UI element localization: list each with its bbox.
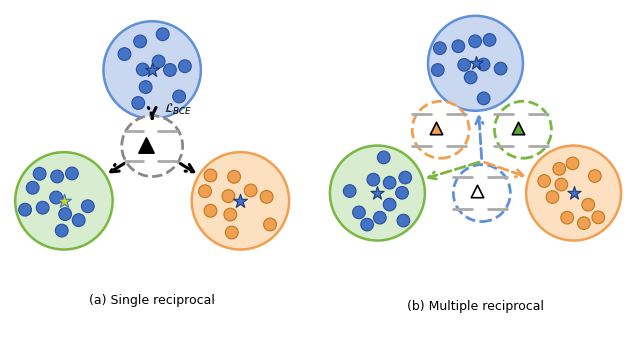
Circle shape — [72, 214, 85, 227]
Circle shape — [222, 190, 235, 203]
Circle shape — [384, 176, 396, 189]
Circle shape — [157, 28, 169, 41]
Circle shape — [36, 201, 49, 214]
Point — [147, 67, 157, 73]
Circle shape — [458, 58, 470, 71]
Circle shape — [464, 71, 477, 84]
Circle shape — [566, 157, 579, 170]
Text: $\mathcal{L}_{BCE}$: $\mathcal{L}_{BCE}$ — [164, 102, 193, 117]
Circle shape — [582, 198, 595, 211]
Circle shape — [588, 170, 601, 182]
Circle shape — [412, 101, 469, 158]
Circle shape — [55, 224, 68, 237]
Circle shape — [172, 90, 186, 103]
Point — [569, 190, 579, 196]
Circle shape — [483, 34, 496, 46]
Text: (b) Multiple reciprocal: (b) Multiple reciprocal — [407, 300, 544, 313]
Circle shape — [330, 146, 425, 240]
Circle shape — [546, 191, 559, 203]
Point — [431, 126, 441, 131]
Text: (a) Single reciprocal: (a) Single reciprocal — [89, 294, 215, 307]
Circle shape — [51, 170, 63, 183]
Circle shape — [495, 101, 552, 158]
Circle shape — [81, 200, 94, 213]
Circle shape — [18, 203, 32, 216]
Circle shape — [264, 218, 276, 231]
Circle shape — [469, 35, 481, 47]
Circle shape — [122, 116, 183, 176]
Circle shape — [228, 170, 240, 183]
Circle shape — [377, 151, 390, 164]
Circle shape — [204, 169, 217, 182]
Circle shape — [27, 181, 39, 194]
Circle shape — [179, 60, 191, 73]
Point — [59, 198, 69, 204]
Point — [472, 189, 482, 194]
Circle shape — [592, 211, 605, 224]
Circle shape — [431, 64, 444, 76]
Circle shape — [49, 191, 63, 204]
Point — [235, 198, 245, 204]
Circle shape — [134, 35, 146, 48]
Circle shape — [434, 42, 446, 54]
Circle shape — [132, 97, 145, 109]
Circle shape — [428, 16, 523, 111]
Point — [141, 142, 151, 147]
Circle shape — [152, 55, 165, 68]
Circle shape — [384, 198, 396, 211]
Circle shape — [59, 208, 72, 221]
Circle shape — [578, 217, 590, 229]
Circle shape — [453, 164, 510, 222]
Circle shape — [204, 204, 217, 217]
Circle shape — [399, 171, 411, 184]
Circle shape — [33, 168, 46, 180]
Circle shape — [452, 40, 465, 53]
Circle shape — [139, 80, 152, 94]
Circle shape — [224, 208, 236, 221]
Circle shape — [361, 218, 373, 231]
Circle shape — [260, 191, 273, 203]
Circle shape — [136, 63, 149, 76]
Circle shape — [367, 173, 380, 186]
Circle shape — [244, 184, 257, 197]
Circle shape — [103, 21, 201, 119]
Circle shape — [553, 163, 566, 175]
Circle shape — [396, 186, 408, 199]
Point — [513, 126, 523, 131]
Circle shape — [344, 185, 356, 197]
Circle shape — [561, 211, 574, 224]
Circle shape — [477, 58, 490, 71]
Point — [470, 61, 481, 66]
Circle shape — [495, 62, 507, 75]
Circle shape — [555, 178, 567, 191]
Circle shape — [118, 48, 131, 61]
Circle shape — [373, 211, 386, 224]
Circle shape — [353, 206, 365, 219]
Circle shape — [198, 185, 211, 197]
Circle shape — [477, 92, 490, 105]
Circle shape — [397, 214, 410, 227]
Circle shape — [15, 152, 113, 249]
Circle shape — [191, 152, 289, 249]
Circle shape — [65, 167, 79, 180]
Circle shape — [526, 146, 621, 240]
Point — [372, 190, 382, 196]
Circle shape — [538, 175, 550, 187]
Circle shape — [164, 64, 176, 76]
Circle shape — [226, 226, 238, 239]
